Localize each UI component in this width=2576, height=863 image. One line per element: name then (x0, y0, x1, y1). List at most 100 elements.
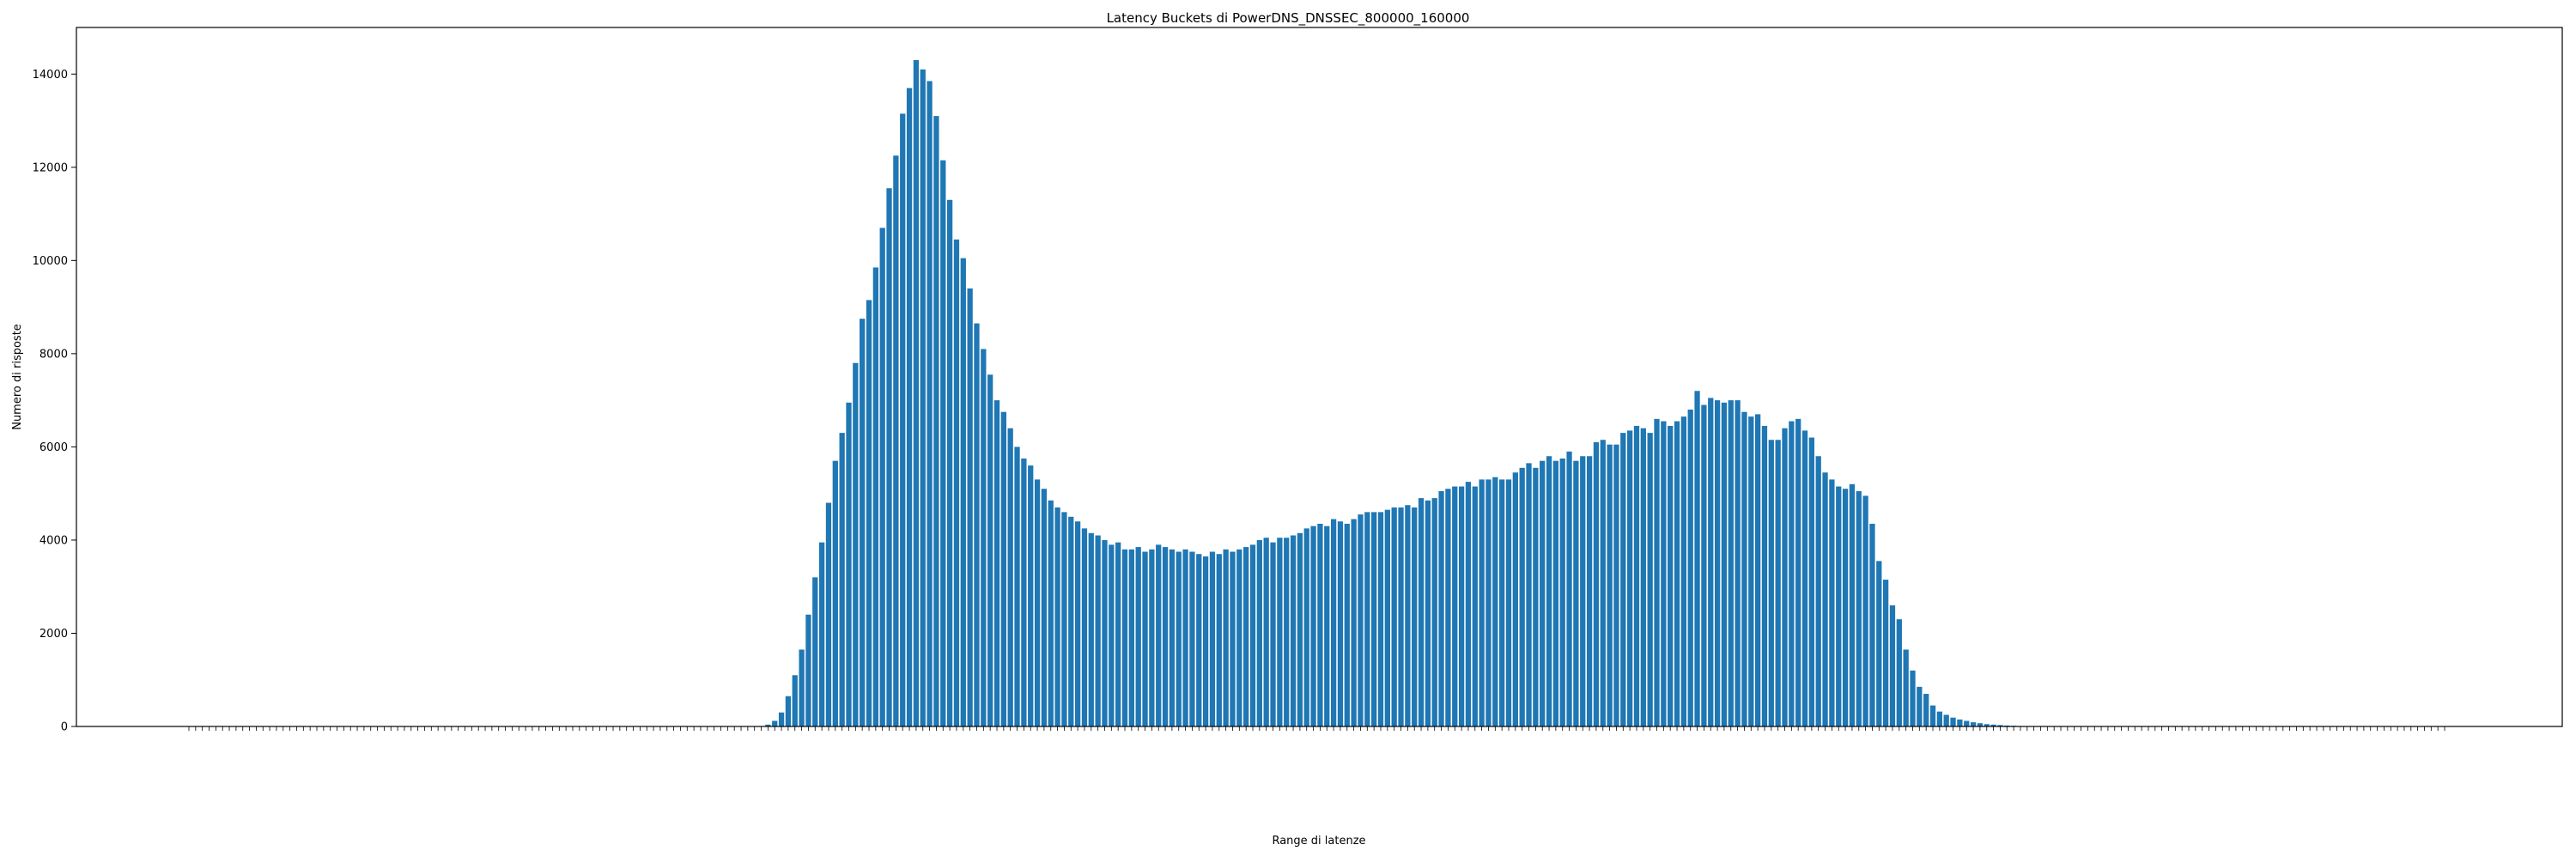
bar (1594, 442, 1599, 726)
chart-title: Latency Buckets di PowerDNS_DNSSEC_80000… (1107, 10, 1470, 27)
bar (860, 319, 865, 726)
bar (1553, 461, 1558, 726)
bar (1277, 538, 1282, 726)
bar (840, 433, 845, 726)
bar (981, 349, 986, 726)
bar (1715, 400, 1720, 726)
bar (1869, 524, 1874, 726)
bar (1109, 544, 1114, 726)
bar (1297, 533, 1303, 726)
y-tick-label: 6000 (39, 441, 68, 454)
x-axis-label: Range di latenze (1272, 835, 1365, 848)
bar (1560, 459, 1565, 726)
bar (1728, 400, 1734, 726)
bar (1345, 524, 1350, 726)
bar (1452, 487, 1457, 726)
bar (805, 615, 811, 726)
bar (1473, 487, 1478, 726)
y-tick-label: 8000 (39, 348, 68, 361)
bar (1284, 538, 1289, 726)
y-tick-label: 10000 (33, 255, 68, 268)
bar (1371, 512, 1376, 726)
bar (1304, 528, 1309, 726)
bar (772, 720, 777, 726)
y-axis-label: Numero di risposte (11, 324, 24, 430)
bar (1082, 528, 1087, 726)
bar (1789, 422, 1794, 726)
bar (1755, 414, 1760, 726)
bar (1122, 550, 1127, 726)
bar (974, 324, 979, 726)
bar (1412, 507, 1417, 726)
bar (1364, 512, 1370, 726)
bar (1001, 412, 1006, 726)
bar (1021, 459, 1026, 726)
bar (1883, 580, 1888, 726)
bar (1170, 550, 1175, 726)
bar (1917, 687, 1922, 726)
bar (1829, 479, 1834, 726)
bar (1620, 433, 1625, 726)
bar (1142, 552, 1147, 727)
bar (1856, 491, 1862, 726)
bar (1075, 521, 1080, 726)
bar (1136, 547, 1141, 726)
bar (1890, 605, 1895, 726)
bar (1957, 720, 1962, 726)
bar (1270, 543, 1275, 726)
bar (1358, 514, 1363, 726)
bar (1769, 440, 1774, 726)
bar (1930, 706, 1935, 726)
bar (1843, 489, 1848, 726)
bar (1822, 472, 1827, 726)
bar (1096, 536, 1101, 726)
bar (914, 60, 919, 726)
bar (1203, 556, 1208, 726)
bar (1513, 472, 1518, 726)
bar (1661, 422, 1666, 726)
bar (1419, 498, 1424, 726)
bar (1876, 561, 1881, 726)
bar (1236, 550, 1242, 726)
bar (1182, 550, 1188, 726)
bar (1014, 447, 1019, 726)
bar (1115, 543, 1121, 726)
bar (1008, 428, 1013, 726)
bar (1964, 720, 1969, 726)
bar (1587, 456, 1592, 726)
bar (961, 258, 966, 726)
bar (1668, 426, 1673, 726)
bar (1398, 507, 1403, 726)
bar (1291, 536, 1296, 726)
bar (1566, 452, 1571, 726)
bar (1196, 554, 1201, 726)
bar (1351, 520, 1356, 726)
bar (1520, 468, 1525, 726)
bar (1048, 501, 1054, 726)
bar (1466, 482, 1471, 726)
bar (846, 403, 851, 726)
bar (1648, 433, 1653, 726)
bar (886, 188, 891, 726)
bar (1627, 430, 1632, 726)
bar (1189, 552, 1194, 727)
y-tick-label: 14000 (33, 69, 68, 82)
bar (1795, 419, 1801, 726)
bar (1850, 484, 1855, 726)
bar (1445, 489, 1450, 726)
bar (1540, 461, 1545, 726)
bars (758, 60, 2447, 726)
bar (1385, 510, 1390, 726)
y-tick-label: 12000 (33, 161, 68, 174)
bar (1735, 400, 1740, 726)
bar (1405, 505, 1410, 726)
bar (1432, 498, 1437, 726)
bar (893, 155, 898, 726)
bar (1862, 495, 1868, 726)
bar (812, 577, 817, 726)
bar (1054, 507, 1060, 726)
bar (1580, 456, 1585, 726)
bar (1479, 479, 1484, 726)
bar (1708, 398, 1713, 726)
